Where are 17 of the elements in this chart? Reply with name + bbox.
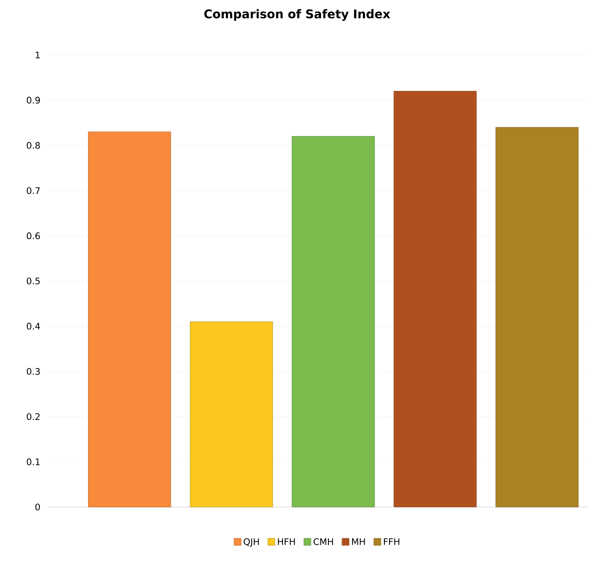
legend-label: QJH <box>244 538 259 547</box>
y-tick-label: 0.8 <box>26 142 40 149</box>
y-tick-label: 0.4 <box>26 322 40 330</box>
y-tick-label: 0.9 <box>26 96 40 104</box>
y-tick-label: 1 <box>36 52 40 58</box>
y-tick-label: 0.7 <box>26 187 40 194</box>
legend-label: CMH <box>314 538 333 546</box>
y-tick-label: 0.6 <box>26 232 40 240</box>
y-tick-label: 0.2 <box>26 413 40 420</box>
legend-label: HFH <box>278 538 295 545</box>
chart-title: Comparison of Safety Index <box>204 9 390 21</box>
y-tick-label: 0.3 <box>26 368 40 375</box>
legend-label: MH <box>352 538 365 545</box>
y-tick-label: 0 <box>35 504 40 510</box>
y-tick-label: 0.1 <box>26 458 40 466</box>
legend-label: FFH <box>384 538 400 545</box>
y-tick-label: 0.5 <box>26 278 40 284</box>
